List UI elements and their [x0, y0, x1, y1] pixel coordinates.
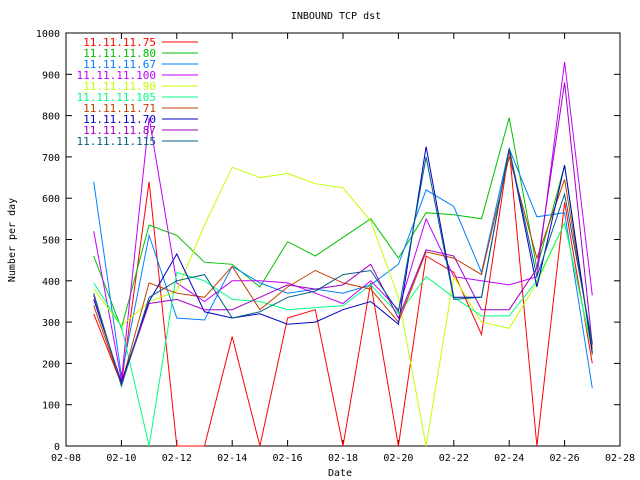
- series-line-11-11-11-115: [93, 148, 593, 388]
- y-axis-title: Number per day: [7, 198, 18, 282]
- legend-label: 11.11.11.105: [77, 91, 156, 104]
- y-tick-label: 700: [42, 153, 60, 164]
- series-line-11-11-11-90: [93, 166, 593, 447]
- series-line-11-11-11-100: [93, 61, 593, 380]
- x-tick-label: 02-18: [328, 453, 358, 464]
- legend-label: 11.11.11.67: [83, 58, 156, 71]
- chart-title: INBOUND TCP dst: [291, 11, 381, 22]
- legend-label: 11.11.11.80: [83, 47, 156, 60]
- y-tick-label: 0: [54, 442, 60, 453]
- x-tick-label: 02-08: [51, 453, 81, 464]
- legend-label: 11.11.11.115: [77, 135, 156, 148]
- legend-label: 11.11.11.71: [83, 102, 156, 115]
- x-tick-label: 02-10: [106, 453, 136, 464]
- series-line-11-11-11-80: [93, 117, 593, 356]
- series-line-11-11-11-105: [93, 221, 593, 447]
- legend-label: 11.11.11.100: [77, 69, 156, 82]
- y-tick-label: 1000: [36, 29, 60, 40]
- x-axis: 02-08 02-10 02-12 02-14 02-16 02-18 02-20 02-22…: [51, 33, 635, 464]
- legend-label: 11.11.11.90: [83, 80, 156, 93]
- series-line-11-11-11-71: [93, 156, 593, 386]
- x-tick-label: 02-14: [217, 453, 247, 464]
- x-tick-label: 02-20: [383, 453, 413, 464]
- y-tick-label: 300: [42, 318, 60, 329]
- y-tick-label: 800: [42, 112, 60, 123]
- y-tick-label: 900: [42, 70, 60, 81]
- y-axis: 0 100 200 300 400 500 600 700 800 900 1000: [36, 29, 620, 453]
- x-tick-label: 02-28: [605, 453, 635, 464]
- series-lines: [93, 61, 593, 447]
- x-tick-label: 02-16: [273, 453, 303, 464]
- legend-label: 11.11.11.75: [83, 36, 156, 49]
- series-line-11-11-11-87: [93, 82, 593, 386]
- y-tick-label: 200: [42, 359, 60, 370]
- y-tick-label: 600: [42, 194, 60, 205]
- x-tick-label: 02-12: [162, 453, 192, 464]
- y-tick-label: 100: [42, 401, 60, 412]
- legend-label: 11.11.11.87: [83, 124, 156, 137]
- x-tick-label: 02-26: [550, 453, 580, 464]
- y-tick-label: 400: [42, 277, 60, 288]
- x-tick-label: 02-22: [439, 453, 469, 464]
- y-tick-label: 500: [42, 236, 60, 247]
- x-tick-label: 02-24: [494, 453, 524, 464]
- legend: 11.11.11.7511.11.11.8011.11.11.6711.11.1…: [77, 36, 198, 148]
- legend-label: 11.11.11.70: [83, 113, 156, 126]
- x-axis-title: Date: [328, 468, 352, 479]
